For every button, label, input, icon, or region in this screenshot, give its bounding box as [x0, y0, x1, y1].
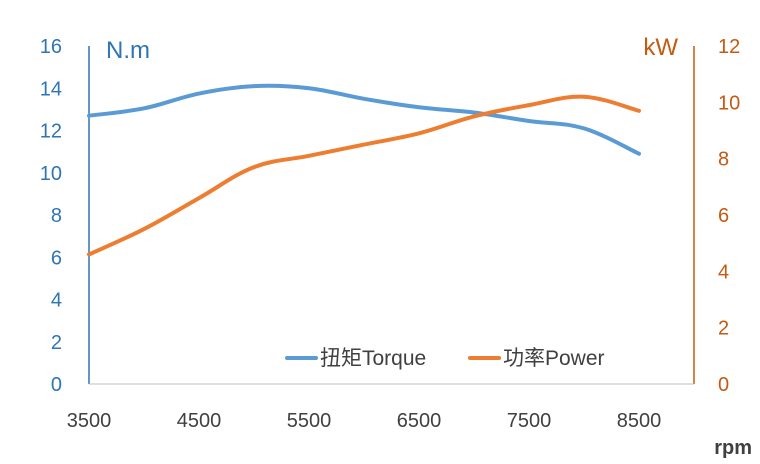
right-tick-label: 4 — [718, 261, 729, 283]
left-tick-label: 0 — [51, 374, 62, 396]
legend-label-torque: 扭矩Torque — [320, 347, 426, 370]
series-layer — [87, 83, 641, 257]
right-tick-label: 2 — [718, 318, 729, 340]
x-tick-label: 5500 — [287, 410, 332, 432]
left-tick-label: 8 — [51, 205, 62, 227]
right-y-axis: 0 2 4 6 8 10 12 — [693, 36, 740, 396]
left-tick-label: 2 — [51, 332, 62, 354]
left-tick-label: 16 — [40, 36, 62, 58]
left-y-axis: 0 2 4 6 8 10 12 14 16 — [40, 36, 90, 396]
x-tick-label: 6500 — [397, 410, 442, 432]
x-tick-label: 8500 — [617, 410, 662, 432]
left-tick-label: 6 — [51, 247, 62, 269]
x-axis: 3500 4500 5500 6500 7500 8500 — [67, 383, 694, 432]
left-axis-unit: N.m — [106, 37, 150, 64]
series-line-power — [87, 94, 641, 257]
left-tick-label: 14 — [40, 78, 62, 100]
right-tick-label: 12 — [718, 36, 740, 58]
left-tick-label: 4 — [51, 290, 62, 312]
x-tick-label: 4500 — [177, 410, 222, 432]
right-tick-label: 6 — [718, 205, 729, 227]
right-tick-label: 10 — [718, 92, 740, 114]
x-tick-label: 3500 — [67, 410, 112, 432]
x-axis-unit: rpm — [714, 437, 752, 459]
legend: 扭矩Torque 功率Power — [285, 347, 605, 370]
left-tick-label: 10 — [40, 163, 62, 185]
right-tick-label: 8 — [718, 149, 729, 171]
series-line-torque — [87, 83, 641, 156]
right-axis-unit: kW — [643, 34, 678, 61]
left-tick-label: 12 — [40, 121, 62, 143]
right-tick-label: 0 — [718, 374, 729, 396]
x-tick-label: 7500 — [507, 410, 552, 432]
legend-label-power: 功率Power — [503, 347, 605, 370]
